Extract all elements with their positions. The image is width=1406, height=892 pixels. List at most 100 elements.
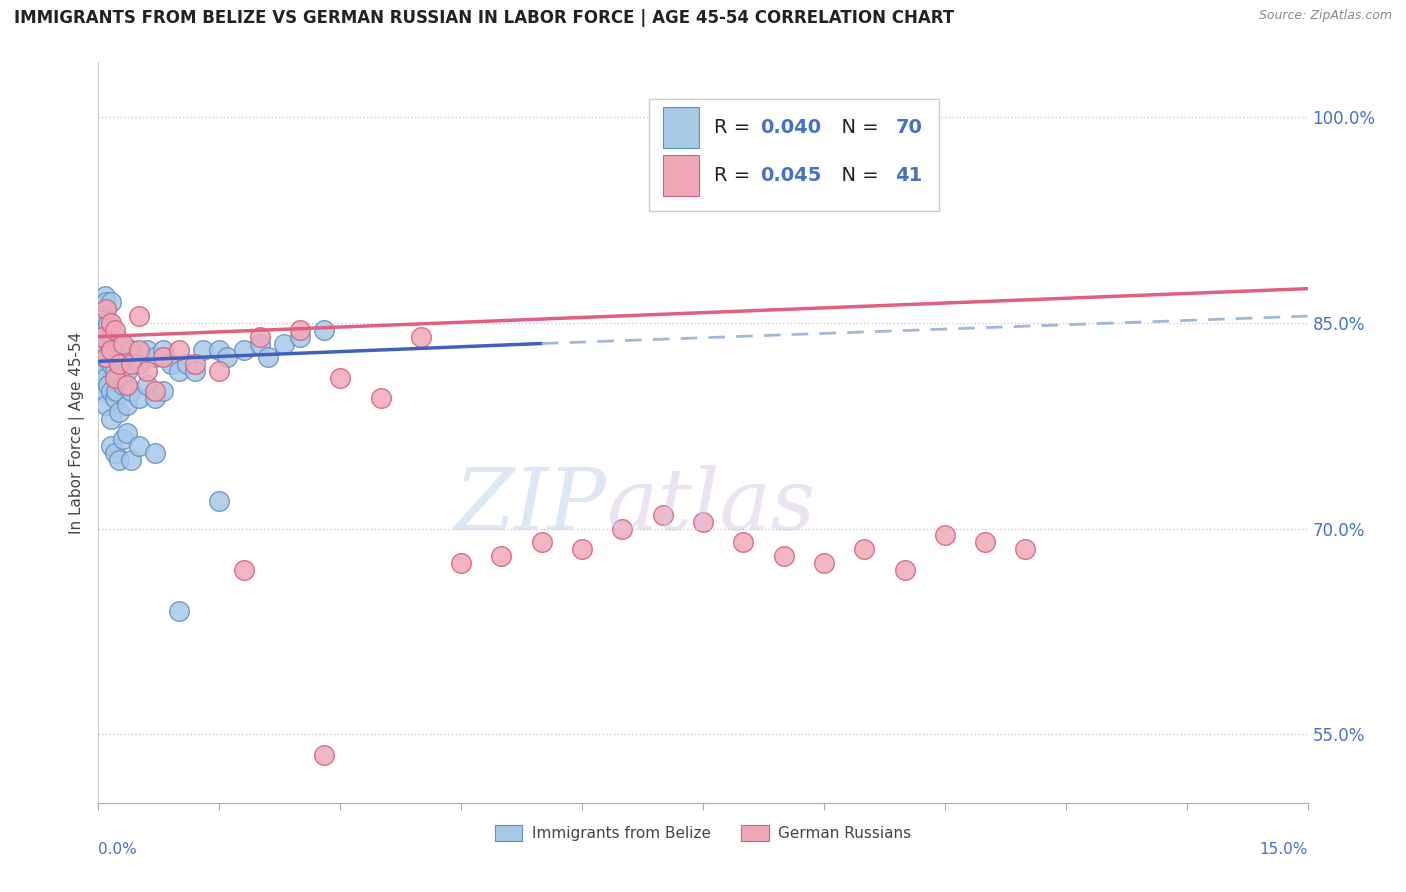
Point	[232, 343, 254, 358]
Point	[96, 323, 118, 337]
Point	[97, 316, 120, 330]
Point	[314, 747, 336, 762]
Point	[103, 446, 125, 460]
Point	[107, 453, 129, 467]
Point	[120, 384, 142, 399]
Text: ZIP: ZIP	[454, 466, 606, 548]
Y-axis label: In Labor Force | Age 45-54: In Labor Force | Age 45-54	[69, 332, 86, 533]
Point	[176, 357, 198, 371]
Text: Source: ZipAtlas.com: Source: ZipAtlas.com	[1258, 9, 1392, 22]
Point	[409, 329, 432, 343]
Point	[329, 371, 352, 385]
Point	[100, 384, 122, 399]
Point	[128, 357, 150, 371]
Point	[100, 316, 122, 330]
Point	[143, 350, 166, 364]
Point	[107, 336, 129, 351]
Point	[111, 336, 134, 351]
Point	[256, 350, 278, 364]
Point	[107, 357, 129, 371]
Point	[853, 542, 876, 557]
Text: N =: N =	[828, 118, 884, 136]
Point	[103, 371, 125, 385]
Legend: Immigrants from Belize, German Russians: Immigrants from Belize, German Russians	[489, 819, 917, 847]
Point	[111, 433, 134, 447]
Point	[111, 377, 134, 392]
Point	[107, 371, 129, 385]
Point	[97, 350, 120, 364]
Point	[208, 364, 231, 378]
Point	[167, 604, 190, 618]
Point	[96, 398, 118, 412]
Text: N =: N =	[828, 166, 884, 185]
Point	[103, 323, 125, 337]
Point	[934, 528, 956, 542]
Point	[111, 350, 134, 364]
Point	[115, 425, 138, 440]
Point	[273, 336, 295, 351]
Point	[208, 494, 231, 508]
Point	[167, 343, 190, 358]
Point	[96, 343, 118, 358]
Point	[128, 309, 150, 323]
Text: 15.0%: 15.0%	[1260, 842, 1308, 856]
Point	[103, 336, 125, 351]
Point	[120, 453, 142, 467]
Point	[94, 309, 117, 323]
Text: 41: 41	[896, 166, 922, 185]
Point	[491, 549, 513, 563]
Point	[115, 398, 138, 412]
Point	[120, 357, 142, 371]
Point	[103, 364, 125, 378]
Point	[115, 364, 138, 378]
Point	[128, 343, 150, 358]
Point	[91, 323, 114, 337]
Point	[100, 343, 122, 358]
Text: 70: 70	[896, 118, 922, 136]
Point	[96, 295, 118, 310]
Point	[143, 392, 166, 406]
Point	[288, 329, 311, 343]
Point	[94, 384, 117, 399]
Point	[612, 522, 634, 536]
Point	[135, 377, 157, 392]
Point	[100, 412, 122, 426]
Point	[100, 329, 122, 343]
Point	[893, 563, 915, 577]
Point	[128, 392, 150, 406]
Point	[96, 302, 118, 317]
Point	[314, 323, 336, 337]
Text: R =: R =	[714, 166, 756, 185]
Point	[96, 371, 118, 385]
Point	[772, 549, 794, 563]
Point	[103, 392, 125, 406]
Point	[184, 357, 207, 371]
Point	[208, 343, 231, 358]
Text: atlas: atlas	[606, 466, 815, 548]
Point	[733, 535, 755, 549]
Point	[91, 336, 114, 351]
Point	[232, 563, 254, 577]
Text: 0.045: 0.045	[759, 166, 821, 185]
Point	[120, 343, 142, 358]
Point	[91, 302, 114, 317]
Point	[91, 329, 114, 343]
Point	[128, 439, 150, 453]
Point	[93, 316, 115, 330]
Point	[105, 384, 128, 399]
FancyBboxPatch shape	[648, 99, 939, 211]
Point	[94, 288, 117, 302]
Point	[530, 535, 553, 549]
Point	[193, 343, 215, 358]
Point	[107, 405, 129, 419]
Point	[184, 364, 207, 378]
Point	[135, 343, 157, 358]
Point	[135, 364, 157, 378]
Point	[96, 350, 118, 364]
Point	[93, 364, 115, 378]
Point	[370, 392, 392, 406]
Point	[450, 556, 472, 570]
Text: 0.0%: 0.0%	[98, 842, 138, 856]
Point	[217, 350, 239, 364]
Point	[105, 329, 128, 343]
